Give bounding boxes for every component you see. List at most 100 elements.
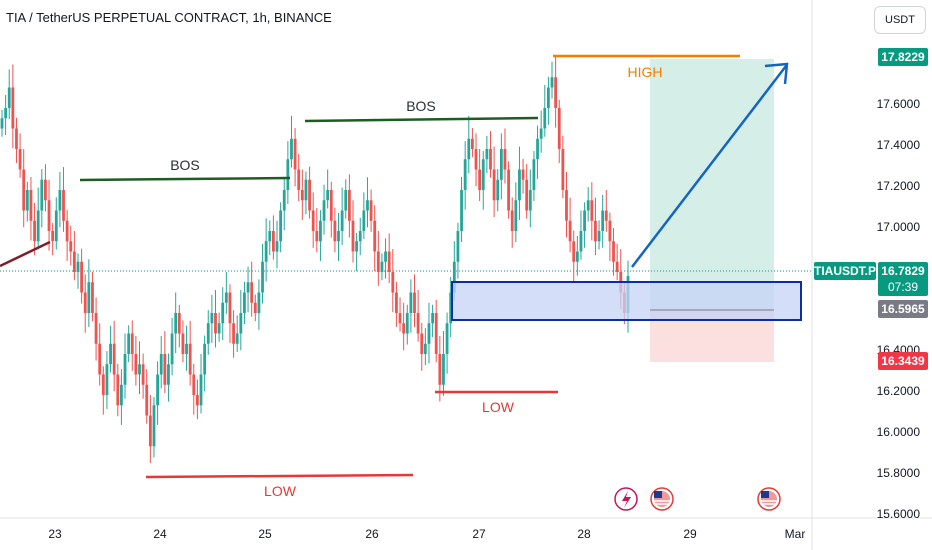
y-tick-label: 17.2000 <box>877 179 921 193</box>
trend-line-left[interactable] <box>0 240 51 268</box>
entry-price-tag: 16.5965 <box>878 300 928 318</box>
candle-body <box>109 343 112 365</box>
bos-label-1: BOS <box>170 157 200 173</box>
high-label: HIGH <box>628 64 663 80</box>
candle-body <box>481 159 485 190</box>
bos-line-2[interactable] <box>304 116 539 123</box>
candle-body <box>492 169 496 201</box>
candle-body <box>148 415 152 447</box>
candle-body <box>83 292 87 313</box>
candle-body <box>423 343 427 354</box>
candle-body <box>409 292 413 313</box>
candle-body <box>550 77 554 88</box>
candle-body <box>72 251 76 272</box>
candle-body <box>521 169 525 180</box>
candle-body <box>514 200 518 231</box>
candle-body <box>300 190 304 201</box>
candle-body <box>467 138 471 160</box>
candle-body <box>221 302 225 324</box>
candle-body <box>594 220 597 242</box>
bar-countdown: 07:39 <box>888 280 918 294</box>
candle-body <box>471 138 474 149</box>
candle-body <box>239 313 243 334</box>
candle-body <box>47 200 51 231</box>
candle-body <box>228 292 232 324</box>
candle-body <box>235 333 239 344</box>
candle-body <box>250 282 254 303</box>
candle-body <box>257 292 261 313</box>
candle-body <box>279 210 283 242</box>
candle-body <box>543 108 547 129</box>
candle-body <box>18 149 22 170</box>
candle-body <box>355 241 359 252</box>
candle-body <box>181 333 185 354</box>
high-price-tag: 17.8229 <box>878 48 928 66</box>
candle-body <box>597 231 601 242</box>
candle-body <box>546 87 550 108</box>
candle-body <box>565 190 568 221</box>
candle-body <box>268 231 272 242</box>
candle-body <box>54 210 58 242</box>
low-label-1: LOW <box>264 483 297 499</box>
bos-line-1[interactable] <box>79 176 291 182</box>
currency-button[interactable]: USDT <box>874 6 926 34</box>
candle-body <box>438 354 442 385</box>
candle-body <box>40 179 44 211</box>
candle-body <box>612 241 615 262</box>
candle-body <box>586 200 590 211</box>
candle-body <box>351 220 355 252</box>
us-flag-event-icon[interactable] <box>650 487 674 511</box>
candle-body <box>101 374 105 395</box>
candle-body <box>391 272 395 293</box>
x-tick-label: 28 <box>577 527 591 541</box>
candle-body <box>91 282 94 313</box>
candle-body <box>152 405 156 447</box>
candle-body <box>98 343 102 375</box>
x-axis: 23 24 25 26 27 28 29 Mar <box>0 517 932 541</box>
candle-body <box>340 210 344 231</box>
candle-body <box>489 149 492 170</box>
candle-body <box>601 210 605 231</box>
candle-body <box>297 169 301 190</box>
candle-body <box>362 210 366 231</box>
demand-zone[interactable] <box>451 281 802 321</box>
candle-body <box>185 343 188 354</box>
svg-text:17.8229: 17.8229 <box>881 50 925 64</box>
candle-body <box>116 374 120 406</box>
candle-body <box>456 231 460 262</box>
projection-arrow[interactable] <box>631 62 789 268</box>
y-tick-label: 16.2000 <box>877 384 921 398</box>
x-tick-label: 23 <box>48 527 62 541</box>
candle-body <box>203 343 207 375</box>
candle-body <box>503 149 507 170</box>
candle-body <box>507 169 510 211</box>
flash-event-icon[interactable] <box>614 487 638 511</box>
low-line-1[interactable] <box>145 473 414 479</box>
candle-body <box>326 190 330 201</box>
us-flag-event-icon[interactable] <box>757 487 781 511</box>
candle-body <box>130 333 134 354</box>
candle-body <box>159 354 163 375</box>
candle-body <box>94 313 98 344</box>
candle-body <box>36 210 40 242</box>
candle-body <box>347 190 351 221</box>
candle-body <box>206 323 210 344</box>
candle-body <box>485 149 489 160</box>
candle-body <box>4 108 8 119</box>
candle-body <box>163 354 167 385</box>
candle-body <box>518 169 521 201</box>
candle-body <box>449 292 453 324</box>
candle-body <box>120 384 123 406</box>
candle-body <box>232 323 235 344</box>
candle-body <box>174 313 178 334</box>
candle-body <box>431 313 435 324</box>
candle-body <box>499 149 503 180</box>
symbol-tag[interactable]: TIAUSDT.P <box>814 262 876 280</box>
candle-body <box>308 179 311 211</box>
candle-body <box>575 251 579 262</box>
candle-body <box>87 282 91 313</box>
target-zone <box>650 59 774 310</box>
candle-body <box>615 261 619 272</box>
candle-body <box>387 251 391 272</box>
